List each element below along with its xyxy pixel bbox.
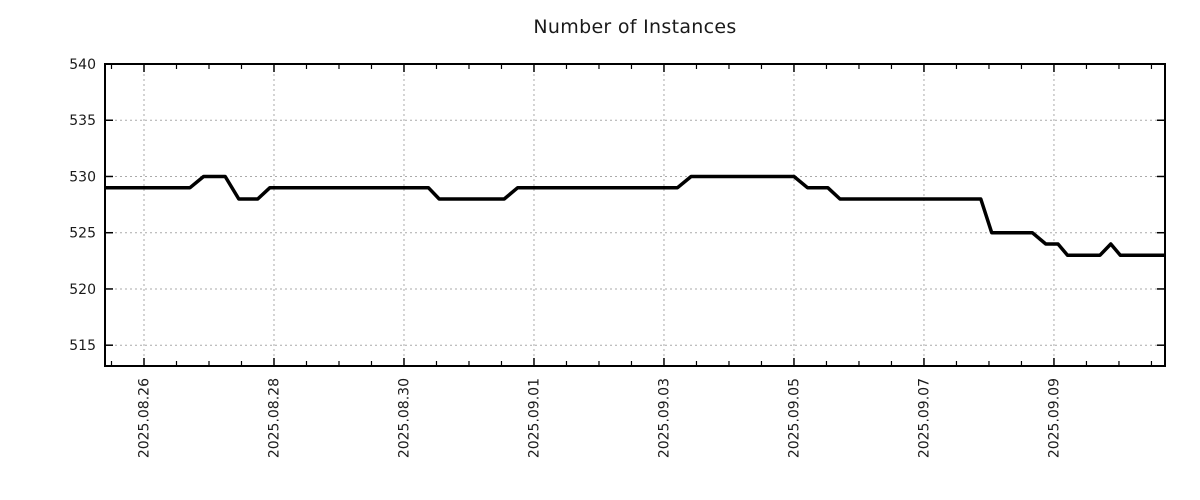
y-tick-label: 525 bbox=[69, 226, 96, 242]
y-tick-label: 540 bbox=[69, 57, 96, 73]
x-tick-label: 2025.08.30 bbox=[396, 378, 412, 458]
x-tick-label: 2025.08.28 bbox=[266, 378, 282, 458]
y-tick-label: 520 bbox=[69, 282, 96, 298]
y-tick-label: 530 bbox=[69, 169, 96, 185]
y-tick-label: 515 bbox=[69, 338, 96, 354]
plot-border bbox=[104, 63, 1166, 367]
x-tick-label: 2025.09.03 bbox=[656, 378, 672, 458]
y-tick-label: 535 bbox=[69, 113, 96, 129]
x-tick-label: 2025.09.09 bbox=[1046, 378, 1062, 458]
x-tick-label: 2025.09.05 bbox=[786, 378, 802, 458]
x-tick-label: 2025.09.01 bbox=[526, 378, 542, 458]
chart-title: Number of Instances bbox=[533, 16, 737, 38]
x-tick-label: 2025.08.26 bbox=[136, 378, 152, 458]
series-line-instances bbox=[105, 174, 1165, 257]
x-tick-label: 2025.09.07 bbox=[916, 378, 932, 458]
